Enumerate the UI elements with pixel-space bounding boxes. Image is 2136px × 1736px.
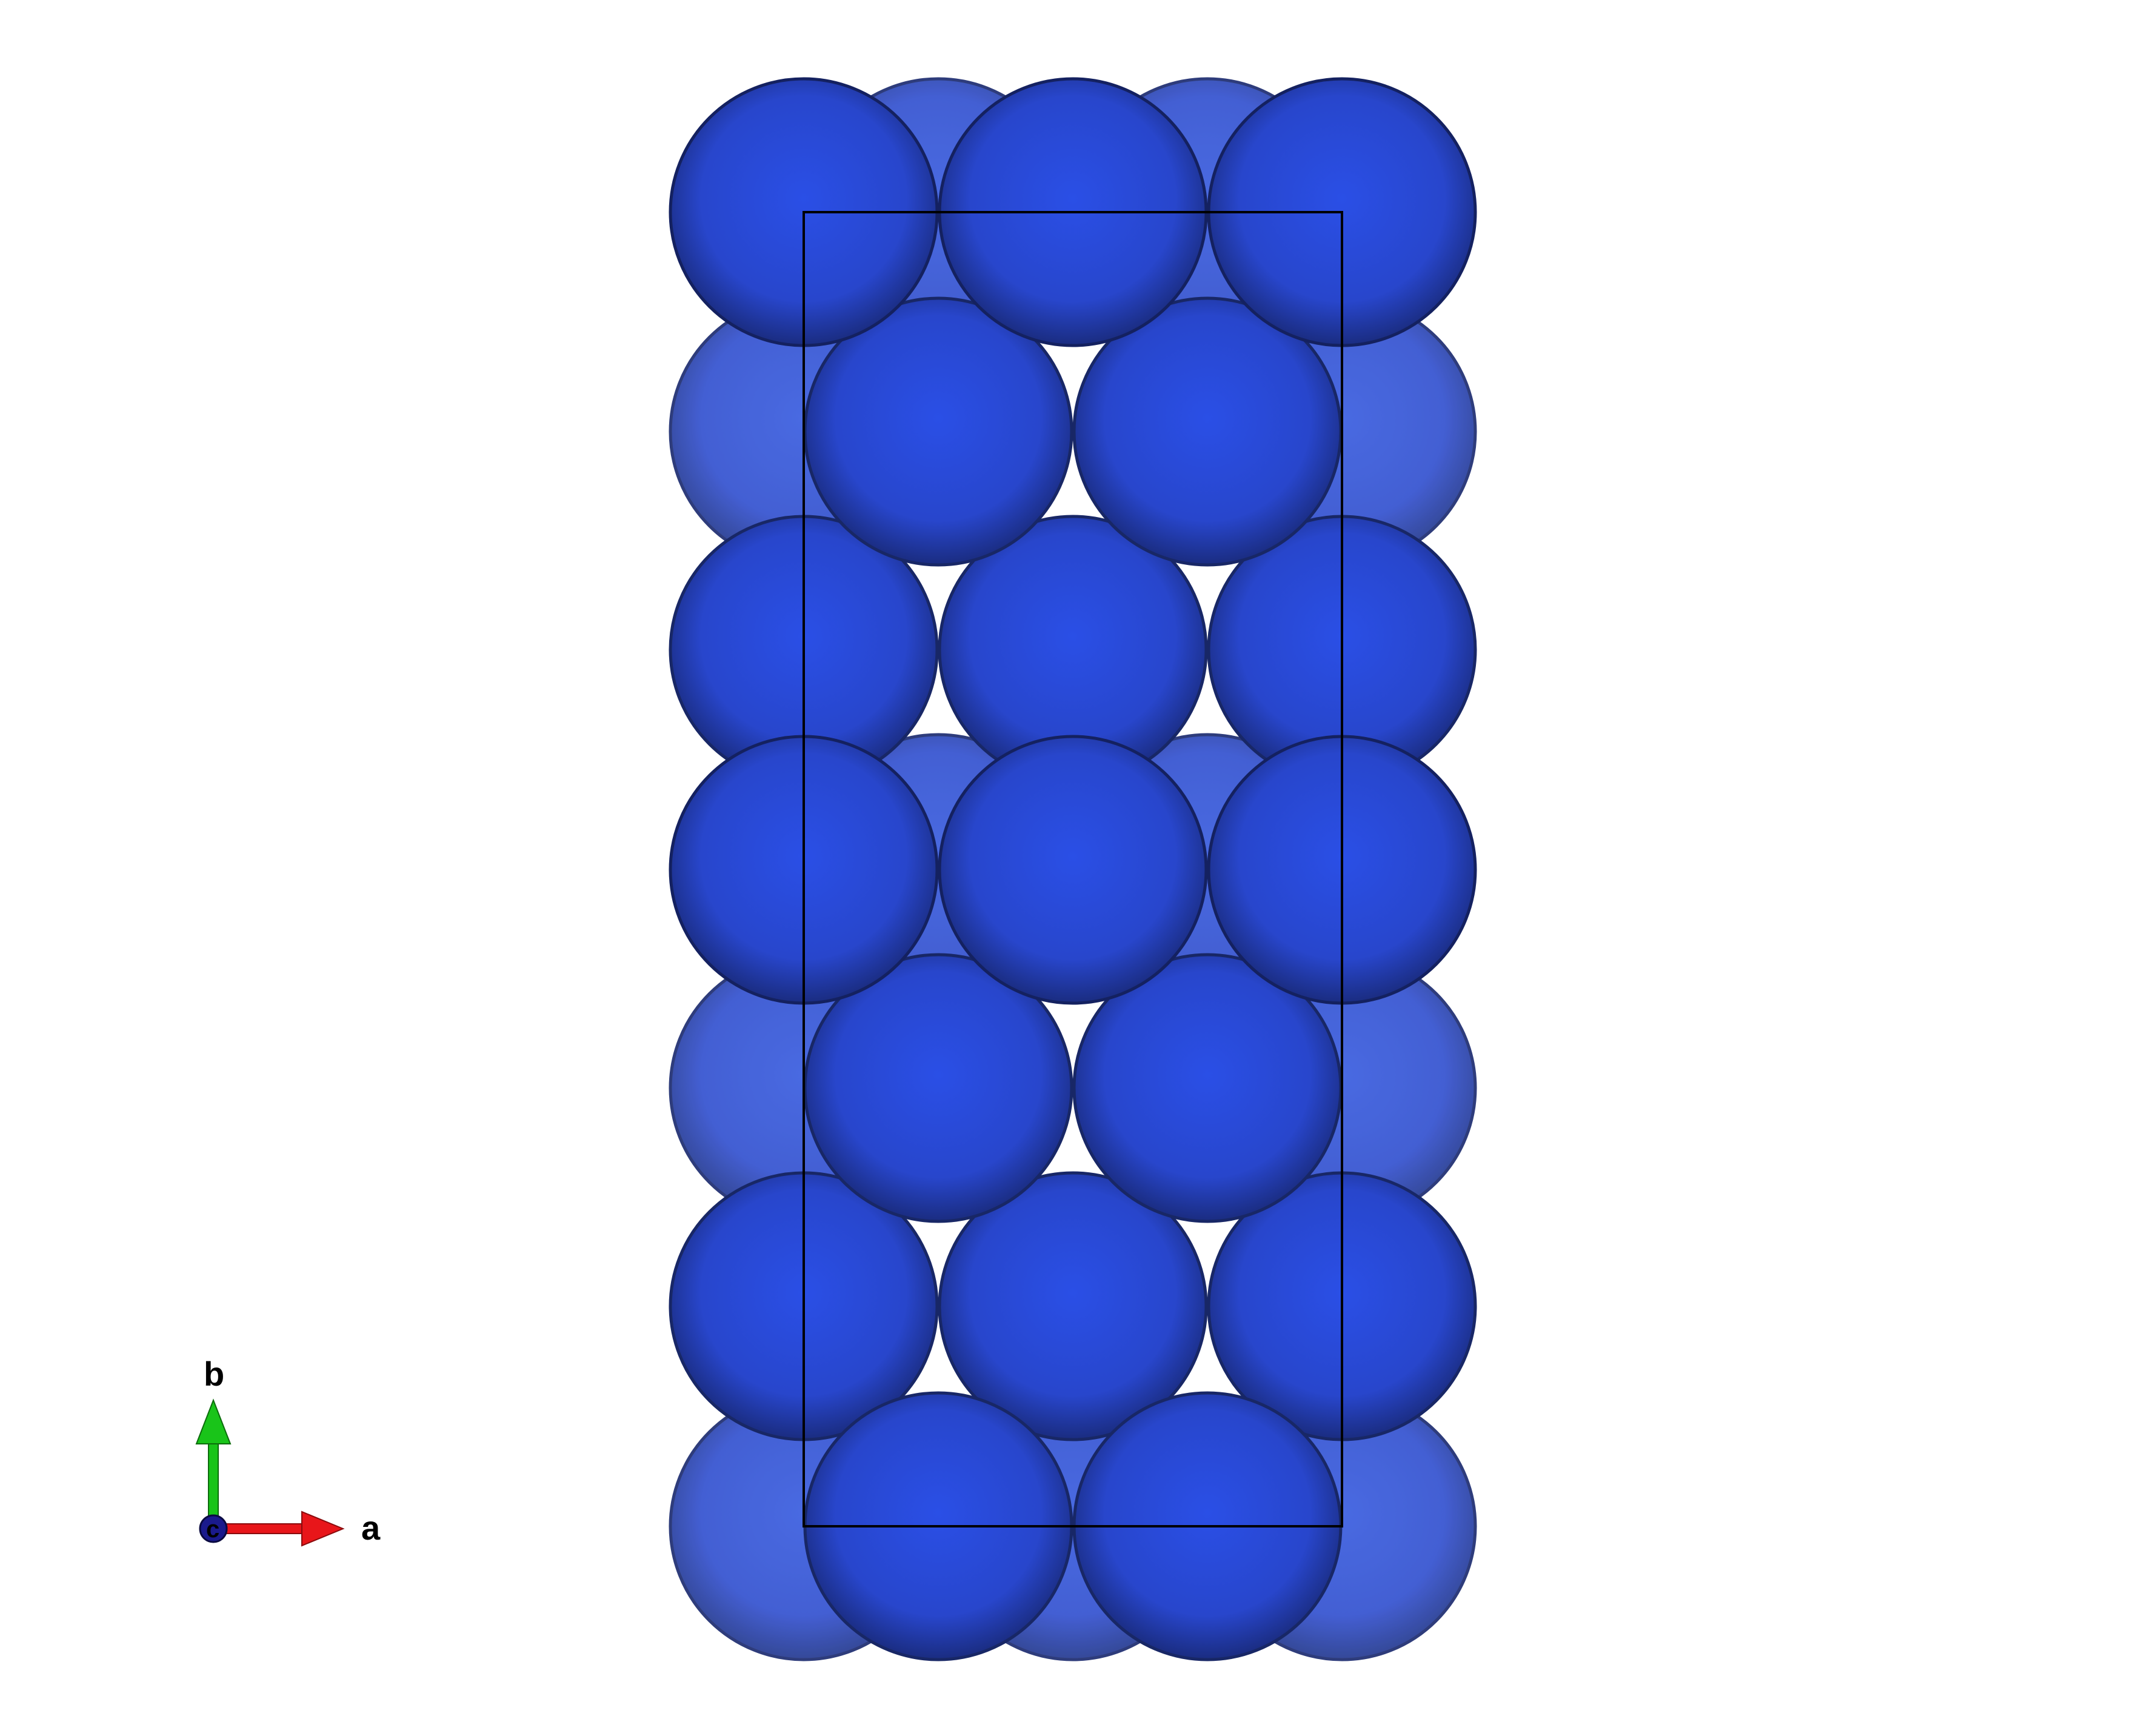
atom <box>938 1171 1208 1441</box>
a-axis-label: a <box>361 1509 381 1547</box>
atom <box>938 735 1208 1005</box>
axis-indicator: b a c <box>195 1355 381 1547</box>
unit-cell-outline <box>803 211 1343 1527</box>
c-axis-label: c <box>206 1516 219 1543</box>
a-axis-arrowhead <box>301 1511 345 1547</box>
c-axis-dot <box>199 1514 228 1543</box>
b-axis-arrowhead <box>195 1398 232 1444</box>
atom-layer-middle <box>669 296 1477 1661</box>
b-axis-label: b <box>204 1355 224 1393</box>
